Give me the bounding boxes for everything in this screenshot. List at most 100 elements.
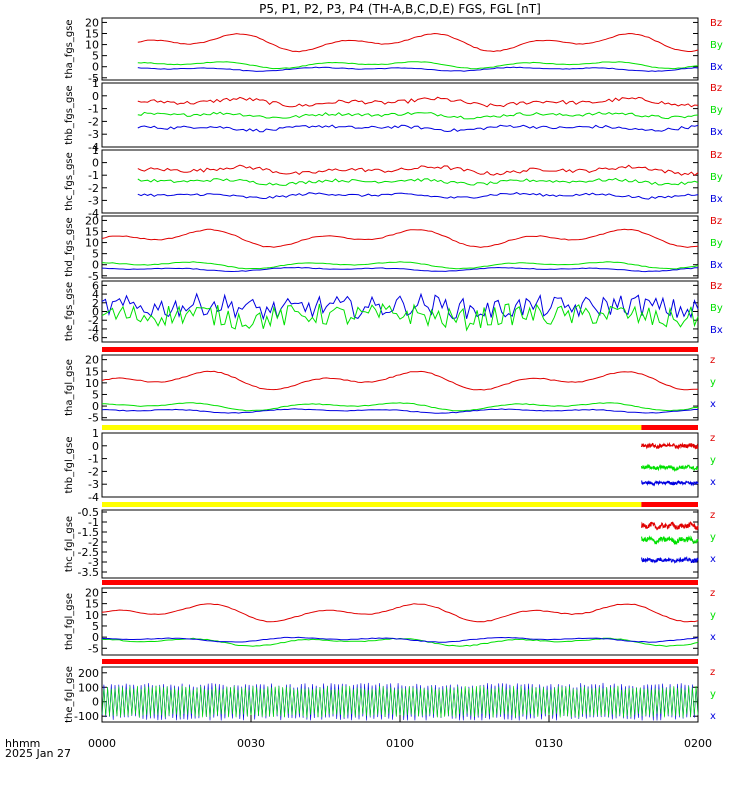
series-By bbox=[137, 61, 699, 70]
panel-label: tha_fgl_gse bbox=[64, 359, 75, 416]
series-x bbox=[101, 408, 699, 414]
y-tick-label: -2 bbox=[88, 115, 99, 128]
series-Bz bbox=[137, 96, 699, 108]
legend-Bz: Bz bbox=[710, 18, 722, 29]
y-tick-label: 2 bbox=[92, 297, 99, 310]
panel-label: thd_fgl_gse bbox=[64, 593, 75, 650]
series-Bx bbox=[137, 192, 699, 200]
series-y bbox=[102, 402, 699, 412]
legend-y: y bbox=[710, 532, 716, 543]
y-tick-label: -5 bbox=[88, 412, 99, 425]
y-tick-label: 0 bbox=[92, 90, 99, 103]
series-Bx bbox=[101, 292, 699, 321]
date-label: 2025 Jan 27 bbox=[5, 747, 71, 760]
legend-x: x bbox=[710, 399, 716, 410]
flag-bar-0 bbox=[102, 580, 698, 585]
legend-x: x bbox=[710, 554, 716, 565]
y-tick-label: -1.5 bbox=[78, 526, 99, 539]
legend-y: y bbox=[710, 455, 716, 466]
y-tick-label: 20 bbox=[85, 16, 99, 29]
legend-Bx: Bx bbox=[710, 194, 723, 205]
y-tick-label: -1 bbox=[88, 453, 99, 466]
y-tick-label: -4 bbox=[88, 491, 99, 504]
x-tick-label: 0100 bbox=[386, 737, 414, 750]
flag-bar-0 bbox=[102, 659, 698, 664]
y-tick-label: -3 bbox=[88, 194, 99, 207]
y-tick-label: 0 bbox=[92, 400, 99, 413]
legend-Bz: Bz bbox=[710, 150, 722, 161]
y-tick-label: 15 bbox=[85, 365, 99, 378]
legend-Bx: Bx bbox=[710, 127, 723, 138]
y-tick-label: 20 bbox=[85, 214, 99, 227]
flag-bar-0 bbox=[102, 502, 642, 507]
legend-Bx: Bx bbox=[710, 260, 723, 271]
legend-x: x bbox=[710, 477, 716, 488]
y-tick-label: -1 bbox=[88, 169, 99, 182]
flag-bar-0 bbox=[102, 347, 698, 352]
series-By bbox=[101, 261, 699, 270]
legend-By: By bbox=[710, 172, 723, 183]
legend-y: y bbox=[710, 377, 716, 388]
y-tick-label: 0 bbox=[92, 631, 99, 644]
y-tick-label: 100 bbox=[78, 681, 99, 694]
y-tick-label: -100 bbox=[74, 710, 99, 723]
panel-frame bbox=[101, 17, 699, 81]
x-tick-label: 0030 bbox=[237, 737, 265, 750]
series-Bz bbox=[137, 164, 699, 176]
legend-z: z bbox=[710, 667, 715, 678]
panel-label: tha_fgs_gse bbox=[64, 19, 75, 78]
legend-z: z bbox=[710, 588, 715, 599]
y-tick-label: 0 bbox=[92, 440, 99, 453]
y-tick-label: 1 bbox=[92, 427, 99, 440]
y-tick-label: -4 bbox=[88, 323, 99, 336]
legend-By: By bbox=[710, 303, 723, 314]
y-tick-label: -1 bbox=[88, 103, 99, 116]
panel-label: the_fgs_gse bbox=[64, 282, 75, 341]
y-tick-label: -2 bbox=[88, 536, 99, 549]
legend-Bx: Bx bbox=[710, 62, 723, 73]
legend-Bx: Bx bbox=[710, 325, 723, 336]
legend-z: z bbox=[710, 433, 715, 444]
series-Bz bbox=[101, 228, 699, 248]
y-tick-label: 4 bbox=[92, 288, 99, 301]
y-tick-label: -0.5 bbox=[78, 506, 99, 519]
y-tick-label: -5 bbox=[88, 642, 99, 655]
legend-Bz: Bz bbox=[710, 83, 722, 94]
series-y bbox=[101, 685, 699, 718]
panel-frame bbox=[101, 432, 699, 498]
y-tick-label: -2 bbox=[88, 465, 99, 478]
series-Bx bbox=[137, 66, 699, 72]
flag-bar-1 bbox=[641, 425, 698, 430]
series-Bx bbox=[137, 124, 699, 133]
y-tick-label: -5 bbox=[88, 72, 99, 85]
y-tick-label: -4 bbox=[88, 207, 99, 220]
y-tick-label: 5 bbox=[92, 388, 99, 401]
series-By bbox=[137, 111, 699, 120]
y-tick-label: 0 bbox=[92, 306, 99, 319]
y-tick-label: 1 bbox=[92, 144, 99, 157]
legend-x: x bbox=[710, 711, 716, 722]
series-z bbox=[101, 370, 698, 391]
series-x bbox=[101, 636, 699, 643]
y-tick-label: 0 bbox=[92, 61, 99, 74]
flag-bar-0 bbox=[102, 425, 642, 430]
flag-bar-1 bbox=[641, 502, 698, 507]
series-x bbox=[640, 555, 699, 564]
y-tick-label: 200 bbox=[78, 667, 99, 680]
panel-frame bbox=[101, 149, 699, 214]
y-tick-label: 15 bbox=[85, 28, 99, 41]
series-Bz bbox=[137, 32, 699, 53]
legend-Bz: Bz bbox=[710, 281, 722, 292]
panel-thb_fgl_gse: -4-3-2-101 thb_fgl_gse zyx bbox=[64, 425, 716, 504]
y-tick-label: -3 bbox=[88, 128, 99, 141]
legend-y: y bbox=[710, 689, 716, 700]
panel-label: thb_fgs_gse bbox=[64, 85, 75, 144]
y-tick-label: 20 bbox=[85, 586, 99, 599]
legend-By: By bbox=[710, 238, 723, 249]
y-tick-label: 10 bbox=[85, 237, 99, 250]
y-tick-label: 20 bbox=[85, 354, 99, 367]
